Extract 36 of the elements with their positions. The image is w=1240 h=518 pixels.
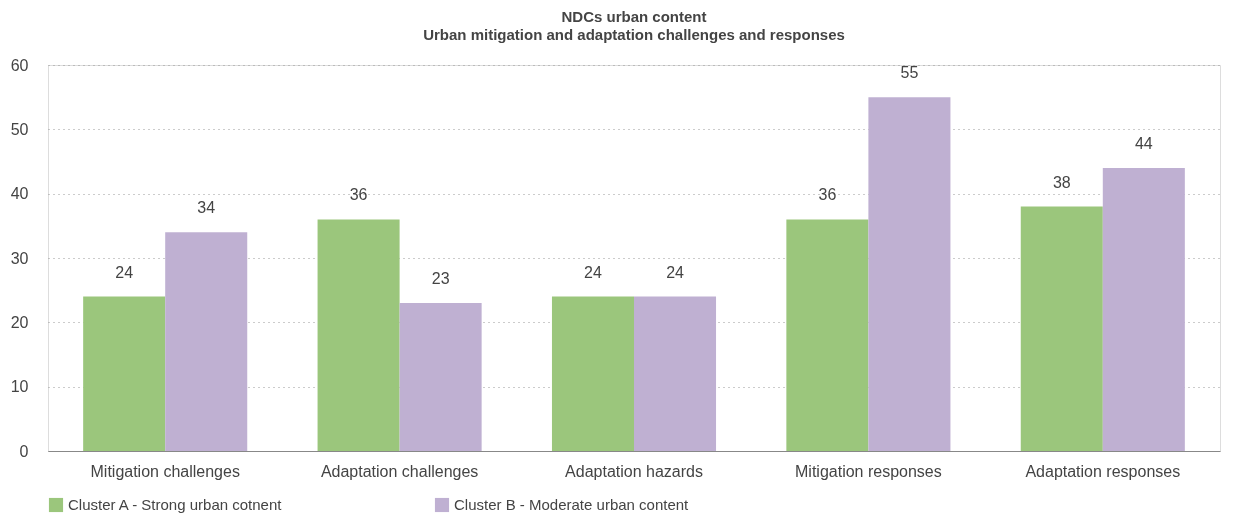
chart-title: NDCs urban content (561, 8, 707, 25)
data-label: 44 (1134, 134, 1153, 152)
data-label: 24 (584, 263, 602, 281)
data-label: 36 (349, 186, 368, 204)
bar (165, 232, 248, 451)
data-label: 55 (900, 64, 919, 82)
y-tick-label: 10 (10, 378, 29, 396)
x-tick-label: Mitigation responses (795, 462, 942, 480)
x-tick-label: Adaptation responses (1025, 462, 1181, 480)
legend-label: Cluster B - Moderate urban content (454, 496, 690, 513)
y-tick-label: 60 (10, 56, 29, 74)
y-tick-label: 40 (10, 185, 29, 203)
bar (317, 219, 400, 451)
data-label: 24 (666, 263, 685, 281)
x-tick-label: Mitigation challenges (90, 462, 240, 480)
bar (83, 296, 166, 451)
y-tick-label: 20 (10, 313, 29, 331)
bar (868, 97, 951, 451)
data-label: 23 (431, 270, 450, 288)
bar (634, 296, 717, 451)
y-tick-label: 50 (10, 120, 29, 138)
x-tick-label: Adaptation hazards (565, 462, 703, 480)
data-label: 36 (818, 186, 837, 204)
data-label: 38 (1052, 173, 1071, 191)
y-tick-label: 0 (19, 442, 29, 460)
data-label: 24 (115, 263, 134, 281)
bar (1102, 167, 1185, 451)
bar (786, 219, 869, 451)
x-tick-label: Adaptation challenges (320, 462, 479, 480)
data-label: 34 (197, 199, 216, 217)
bar (1020, 206, 1103, 451)
bar (551, 296, 634, 451)
legend-label: Cluster A - Strong urban cotnent (68, 496, 283, 513)
chart-subtitle: Urban mitigation and adaptation challenges and responses (423, 26, 845, 43)
y-tick-label: 30 (10, 249, 29, 267)
bar (399, 303, 482, 451)
